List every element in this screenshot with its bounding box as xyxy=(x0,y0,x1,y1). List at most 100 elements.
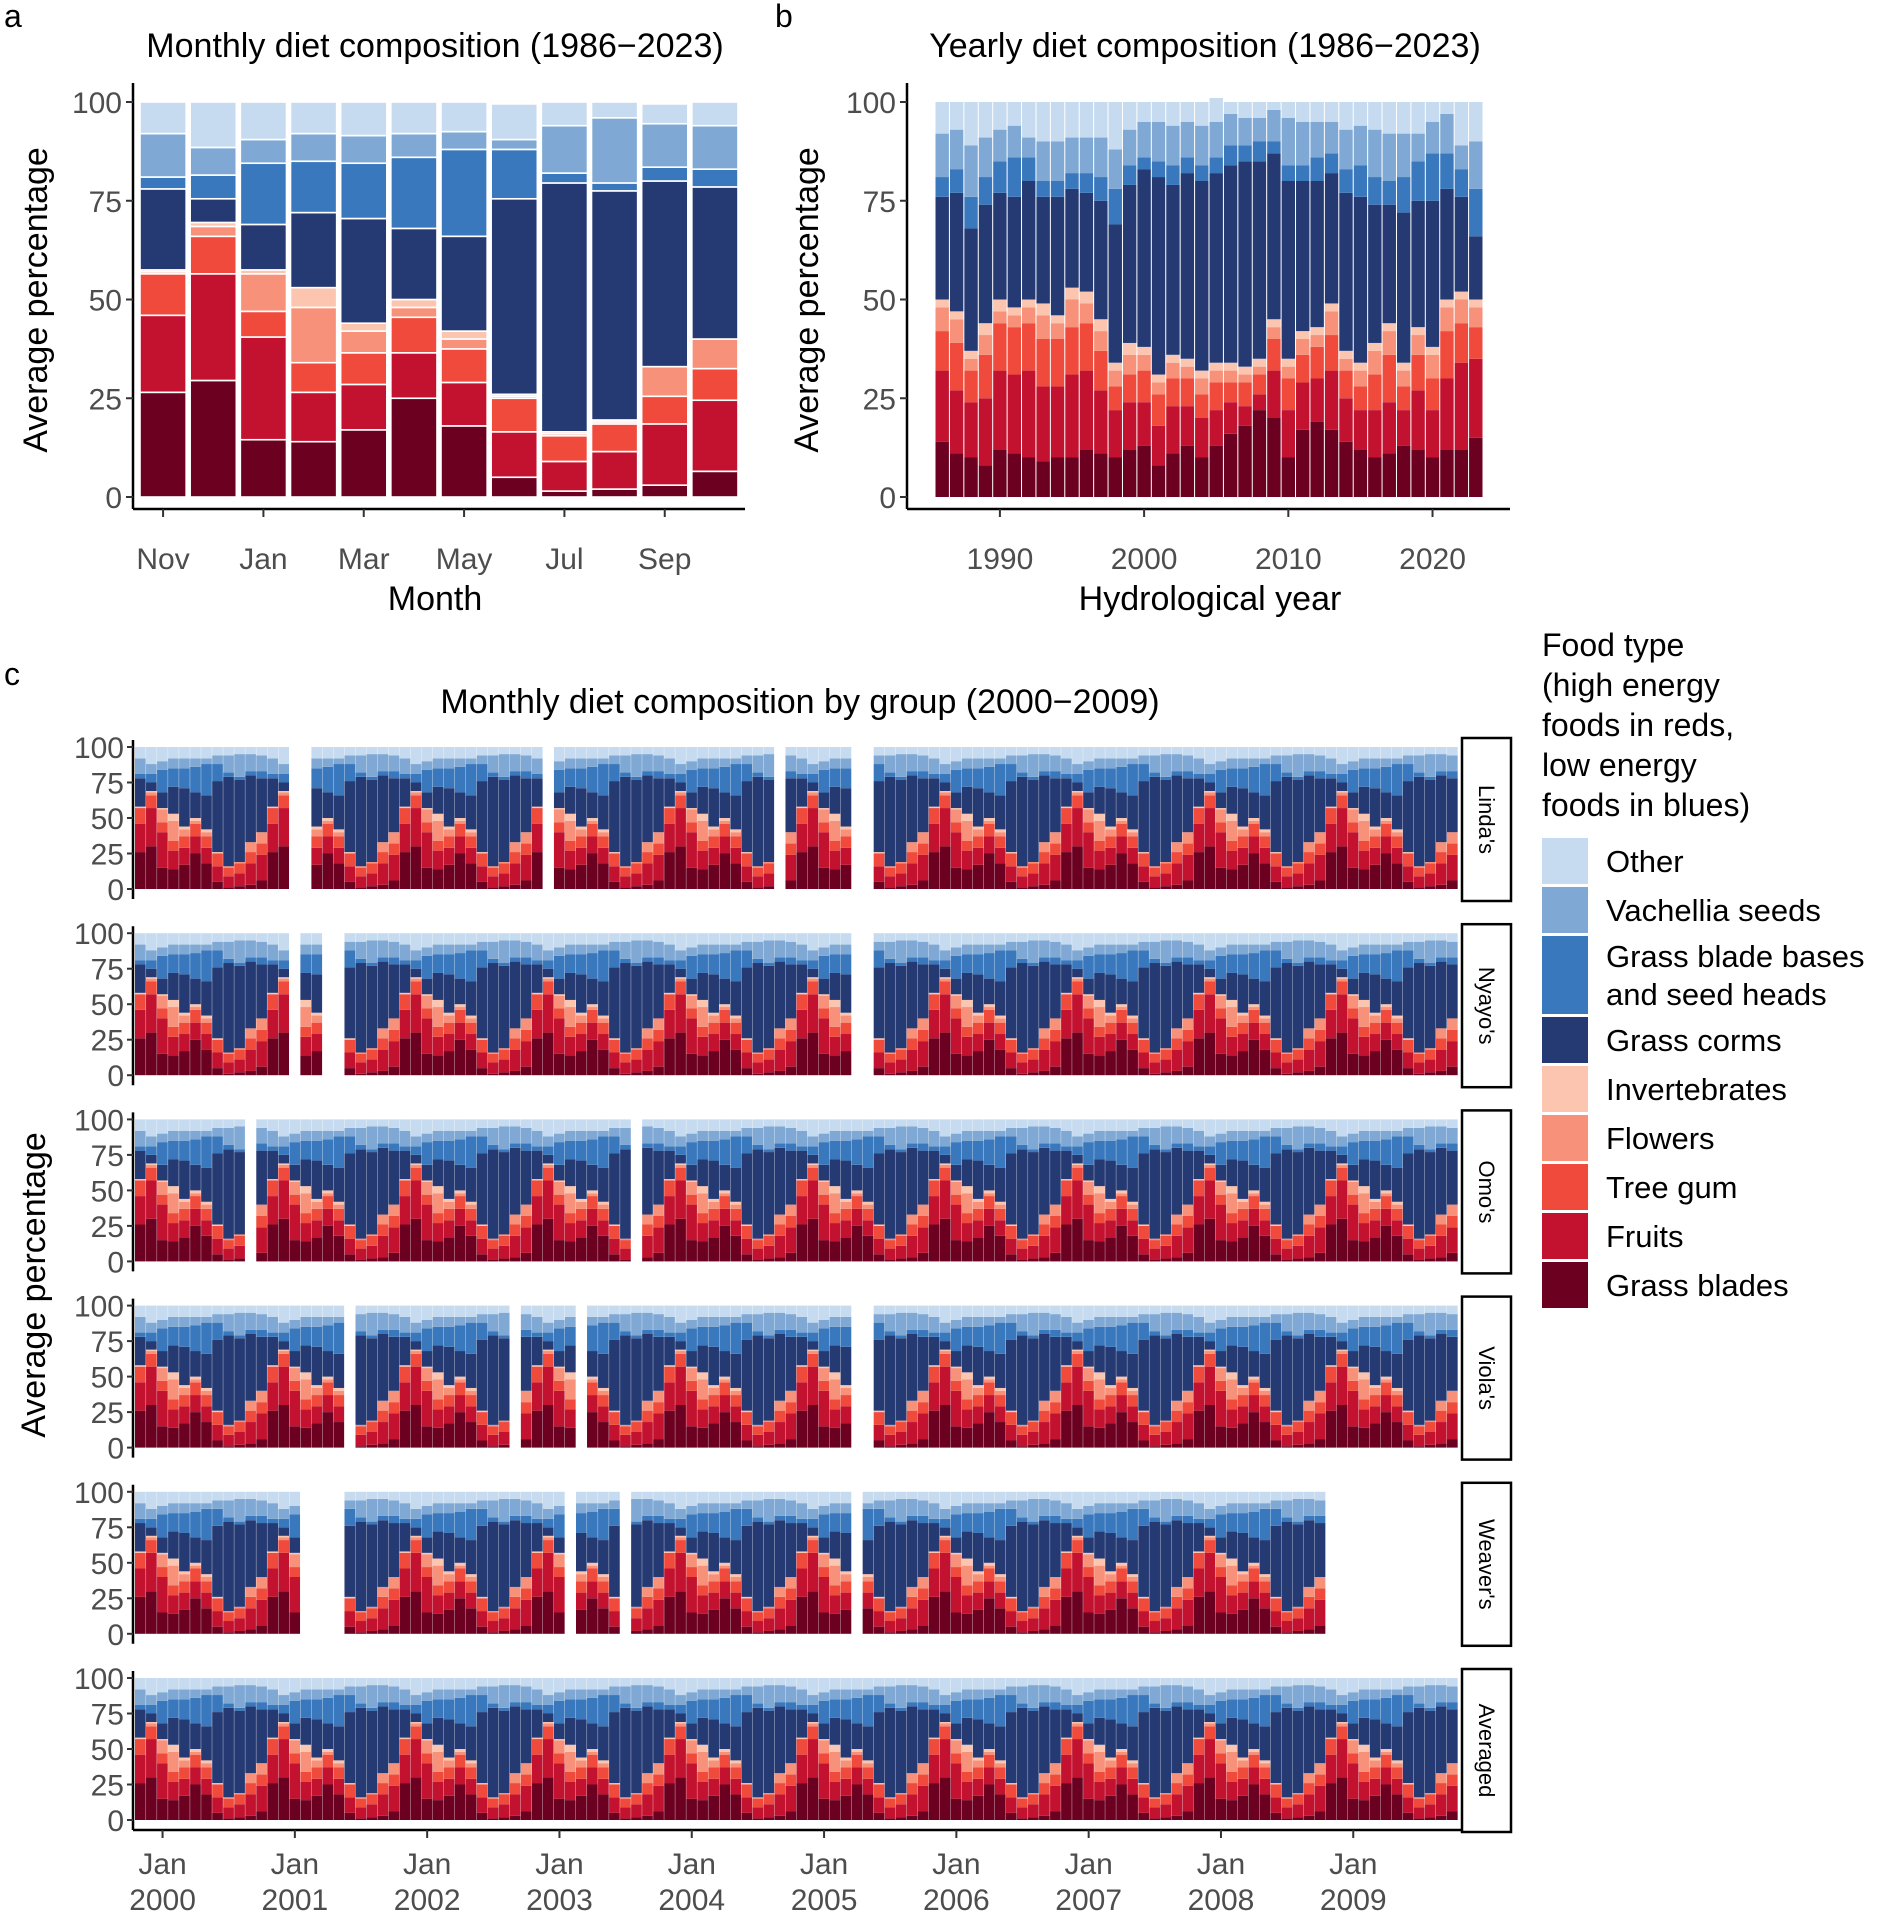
bar-omo-s-m65-grass-blades xyxy=(851,1225,863,1262)
bar-nyayo-s-m47-fruits xyxy=(653,1041,664,1067)
bar-nyayo-s-m9-grass-blade-bases-and-seed-heads xyxy=(234,963,245,966)
bar-omo-s-m35-fruits xyxy=(520,1227,532,1253)
bar-nyayo-s-m104-vachellia-seeds xyxy=(1281,941,1293,959)
bar-viola-s-m51-tree-gum xyxy=(697,1399,708,1410)
bar-2014-grass-blade-bases-and-seed-heads xyxy=(1339,169,1353,193)
bar-linda-s-m97-fruits xyxy=(1204,808,1216,847)
bar-linda-s-m12-vachellia-seeds xyxy=(267,758,278,774)
bar-omo-s-m68-grass-blade-bases-and-seed-heads xyxy=(884,1144,896,1150)
bar-viola-s-m37-invertebrates xyxy=(542,1349,554,1352)
bar-omo-s-m26-grass-corms xyxy=(421,1164,433,1181)
bar-linda-s-m115-tree-gum xyxy=(1402,853,1414,867)
bar-viola-s-m75-tree-gum xyxy=(961,1399,973,1410)
bar-viola-s-m45-flowers xyxy=(631,1420,642,1423)
bar-2012-flowers xyxy=(1310,335,1324,347)
bar-viola-s-m7-grass-blade-bases-and-seed-heads xyxy=(212,1322,223,1340)
bar-linda-s-m24-other xyxy=(399,747,411,759)
bar-viola-s-m96-tree-gum xyxy=(1193,1366,1205,1383)
bar-nyayo-s-m77-fruits xyxy=(983,1022,995,1040)
bar-omo-s-m40-tree-gum xyxy=(576,1208,587,1221)
bar-omo-s-m57-tree-gum xyxy=(763,1235,775,1246)
bar-weaver-s-m31-fruits xyxy=(476,1611,488,1627)
bar-omo-s-m25-vachellia-seeds xyxy=(410,1136,422,1147)
bar-linda-s-m61-grass-blades xyxy=(807,846,819,889)
bar-weaver-s-m6-grass-blade-bases-and-seed-heads xyxy=(201,1508,212,1541)
bar-linda-s-m16-grass-corms xyxy=(311,788,323,827)
bar-nyayo-s-m73-other xyxy=(939,933,951,951)
bar-linda-s-m85-invertebrates xyxy=(1072,791,1083,793)
bar-omo-s-m19-other xyxy=(344,1119,356,1128)
bar-omo-s-m102-flowers xyxy=(1259,1204,1271,1209)
bar-omo-s-m96-grass-corms xyxy=(1193,1150,1205,1180)
bar-nyayo-s-m36-grass-blades xyxy=(531,1038,543,1076)
bar-nyayo-s-m78-invertebrates xyxy=(994,1015,1006,1019)
bar-viola-s-m42-grass-blade-bases-and-seed-heads xyxy=(598,1322,609,1354)
bar-nyayo-s-m44-vachellia-seeds xyxy=(620,941,631,959)
bar-nyayo-s-m99-other xyxy=(1226,933,1238,945)
bar-1996-other xyxy=(1079,102,1094,138)
bar-viola-s-m97-fruits xyxy=(1204,1366,1216,1405)
bar-weaver-s-m6-flowers xyxy=(201,1577,212,1582)
bar-viola-s-m67-grass-corms xyxy=(873,1339,885,1411)
bar-omo-s-m29-other xyxy=(454,1119,466,1131)
bar-linda-s-m71-grass-blades xyxy=(917,880,929,889)
bar-omo-s-m47-vachellia-seeds xyxy=(653,1127,664,1144)
bar-viola-s-m24-grass-blade-bases-and-seed-heads xyxy=(399,1332,411,1337)
bar-nyayo-s-m38-flowers xyxy=(553,995,565,1009)
bar-omo-s-m54-invertebrates xyxy=(730,1201,742,1205)
bar-nyayo-s-m64-tree-gum xyxy=(840,1022,852,1035)
bar-viola-s-m4-grass-blade-bases-and-seed-heads xyxy=(179,1326,190,1347)
bar-omo-s-m84-grass-corms xyxy=(1061,1150,1072,1180)
bar-omo-s-m104-tree-gum xyxy=(1281,1240,1293,1249)
bar-weaver-s-m0-grass-corms xyxy=(135,1523,146,1552)
bar-nyayo-s-m110-fruits xyxy=(1347,1018,1359,1054)
bar-omo-s-m13-tree-gum xyxy=(278,1167,290,1181)
bar-viola-s-m107-grass-blade-bases-and-seed-heads xyxy=(1314,1329,1326,1337)
bar-2007-grass-corms xyxy=(1238,161,1252,367)
bar-omo-s-m56-fruits xyxy=(752,1248,764,1260)
bar-viola-s-m47-grass-blades xyxy=(653,1439,664,1448)
bar-omo-s-m86-invertebrates xyxy=(1083,1180,1094,1182)
panel-a-xlabel: Month xyxy=(388,580,483,618)
bar-linda-s-m89-fruits xyxy=(1116,836,1127,854)
bar-1986-grass-blade-bases-and-seed-heads xyxy=(935,177,949,197)
bar-linda-s-m50-grass-corms xyxy=(686,792,697,809)
bar-omo-s-m73-invertebrates xyxy=(939,1163,951,1165)
bar-omo-s-m37-other xyxy=(542,1119,554,1137)
bar-nyayo-s-m69-grass-blades xyxy=(895,1072,907,1076)
bar-nyayo-s-m98-other xyxy=(1215,933,1227,948)
bar-weaver-s-m22-grass-corms xyxy=(377,1520,389,1587)
bar-omo-s-m12-other xyxy=(267,1119,278,1131)
bar-viola-s-m31-grass-blade-bases-and-seed-heads xyxy=(476,1322,488,1340)
bar-weaver-s-m25-flowers xyxy=(410,1537,422,1541)
bar-nyayo-s-m0-tree-gum xyxy=(135,994,146,1010)
bar-viola-s-m69-other xyxy=(895,1305,907,1313)
bar-nyayo-s-m95-tree-gum xyxy=(1182,1029,1194,1042)
bar-weaver-s-m13-grass-blade-bases-and-seed-heads xyxy=(278,1518,290,1528)
bar-viola-s-m77-vachellia-seeds xyxy=(983,1316,995,1326)
bar-viola-s-m46-tree-gum xyxy=(642,1410,653,1423)
bar-linda-s-m34-other xyxy=(509,747,521,755)
bar-viola-s-m82-flowers xyxy=(1039,1400,1050,1411)
bar-2018-vachellia-seeds xyxy=(1396,133,1411,178)
bar-linda-s-m100-invertebrates xyxy=(1237,826,1249,830)
bar-2009-grass-blade-bases-and-seed-heads xyxy=(1267,141,1281,154)
bar-viola-s-m88-invertebrates xyxy=(1105,1385,1116,1388)
bar-viola-s-m30-grass-blades xyxy=(465,1422,477,1448)
bar-viola-s-m57-grass-corms xyxy=(763,1338,775,1421)
bar-nyayo-s-m16-tree-gum xyxy=(311,1022,323,1035)
bar-viola-s-m44-grass-blade-bases-and-seed-heads xyxy=(620,1331,631,1336)
bar-linda-s-m24-invertebrates xyxy=(399,806,411,809)
bar-weaver-s-m28-tree-gum xyxy=(443,1581,455,1593)
bar-viola-s-m52-other xyxy=(708,1305,719,1317)
bar-nyayo-s-m119-fruits xyxy=(1446,1041,1458,1067)
bar-apr-fruits xyxy=(390,352,438,400)
bar-nyayo-s-m9-tree-gum xyxy=(234,1049,245,1060)
bar-2015-vachellia-seeds xyxy=(1353,125,1368,166)
bar-weaver-s-m10-other xyxy=(245,1491,256,1499)
bar-omo-s-m87-grass-corms xyxy=(1094,1159,1105,1187)
bar-viola-s-m0-tree-gum xyxy=(135,1366,146,1383)
bar-1994-fruits xyxy=(1050,386,1065,458)
bar-viola-s-m32-fruits xyxy=(487,1434,499,1447)
bar-nyayo-s-m31-grass-corms xyxy=(476,967,488,1039)
